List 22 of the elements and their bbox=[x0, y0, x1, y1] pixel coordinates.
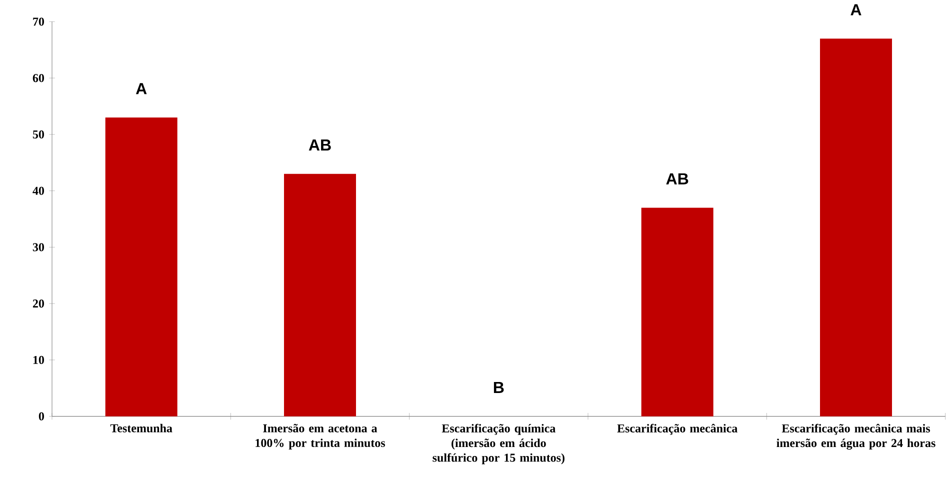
y-tick-label: 20 bbox=[32, 300, 44, 308]
bar bbox=[105, 118, 178, 416]
x-tick-label: Testemunha bbox=[110, 424, 172, 432]
annotation: B bbox=[494, 382, 504, 393]
annotation: AB bbox=[308, 140, 331, 151]
y-tick-label: 50 bbox=[32, 130, 44, 138]
annotation: A bbox=[136, 83, 147, 94]
bar bbox=[820, 38, 892, 416]
bar bbox=[284, 174, 356, 416]
y-tick-label: 0 bbox=[38, 412, 44, 420]
annotation: AB bbox=[666, 173, 688, 184]
x-tick-label: Escarificação mecânica mais imersão em água por 24 horas bbox=[776, 424, 936, 450]
text: A bbox=[850, 4, 862, 16]
y-tick-label: 40 bbox=[32, 186, 44, 195]
y-tick-label: 60 bbox=[32, 74, 44, 82]
x-tick-label: Escarificação mecânica bbox=[617, 424, 738, 435]
x-tick-label: Imersão em acetona a 100% por trinta minutos bbox=[256, 424, 386, 450]
x-tick-label: Escarificação química (imersão em ácido sulfúrico por 15 minutos) bbox=[432, 424, 564, 464]
bar bbox=[641, 208, 714, 416]
y-tick-label: 30 bbox=[32, 243, 44, 252]
y-tick-label: 70 bbox=[33, 18, 44, 26]
y-tick-label: 10 bbox=[33, 356, 44, 364]
